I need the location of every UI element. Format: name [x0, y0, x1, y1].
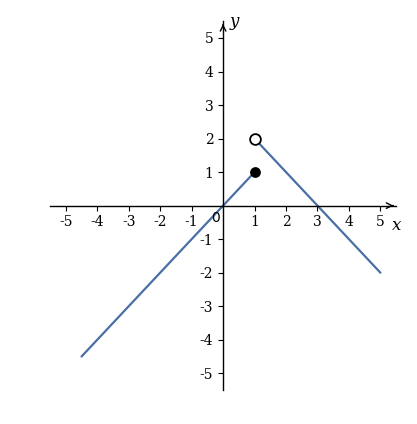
- Point: [251, 135, 258, 142]
- Text: x: x: [392, 218, 401, 234]
- Text: y: y: [229, 13, 239, 30]
- Point: [251, 169, 258, 176]
- Text: 0: 0: [211, 211, 220, 225]
